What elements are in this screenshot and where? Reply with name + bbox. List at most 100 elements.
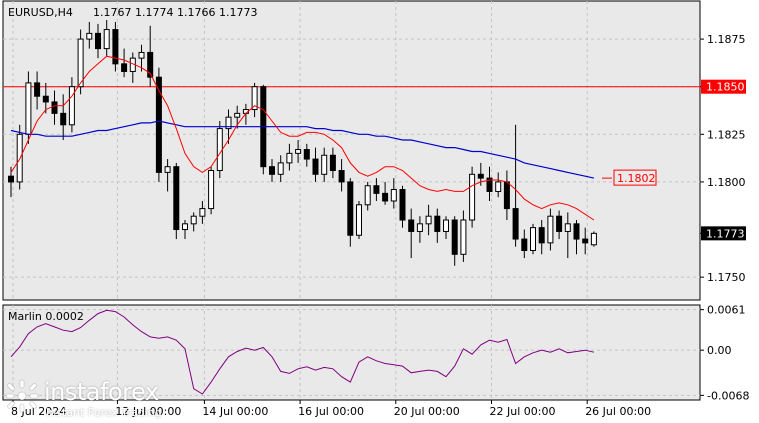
indicator-tick-label: -0.0068 [707, 389, 749, 402]
current-price-label: 1.1773 [706, 227, 745, 240]
bullish-candle-body [164, 166, 171, 173]
bullish-candle-body [208, 169, 215, 210]
bullish-candle-body [321, 154, 328, 175]
bullish-candle-body [216, 128, 223, 171]
bearish-candle-body [147, 51, 154, 78]
price-axis: 1.18751.18501.18251.18001.17501.18501.17… [700, 33, 746, 284]
bullish-candle-body [77, 38, 84, 88]
bullish-candle-body [495, 181, 502, 192]
indicator-tick-label: 0.00 [707, 344, 732, 357]
bullish-candle-body [199, 208, 206, 217]
bullish-candle-body [547, 215, 554, 244]
time-tick-label: 14 Jul 00:00 [202, 405, 268, 418]
bearish-candle-body [573, 223, 580, 240]
resistance-level-badge [701, 79, 746, 94]
time-tick-label: 8 Jul 2024 [11, 405, 66, 418]
horizontal-levels: 1.1802 [3, 86, 700, 186]
bullish-candle-body [530, 227, 536, 251]
bearish-candle-body [503, 181, 510, 210]
current-price-badge [701, 226, 746, 241]
bearish-candle-body [8, 175, 14, 183]
bearish-candle-body [408, 219, 415, 232]
price-tick-label: 1.1750 [707, 271, 746, 284]
bearish-candle-body [312, 158, 319, 175]
bullish-candle-body [425, 215, 432, 225]
bearish-candle-body [155, 76, 162, 173]
bearish-candle-body [34, 82, 41, 97]
bullish-candle-body [590, 232, 597, 246]
bullish-candle-body [25, 82, 32, 135]
bullish-candle-body [251, 86, 258, 111]
bullish-candle-body [234, 112, 241, 118]
bullish-candle-body [356, 204, 362, 236]
bearish-candle-body [121, 63, 128, 72]
bearish-candle-body [269, 166, 275, 175]
watermark-tagline: Instant Forex Trading [46, 406, 162, 419]
bearish-candle-body [303, 149, 310, 160]
price-tick-label: 1.1875 [707, 33, 746, 46]
bullish-candle-body [182, 223, 188, 231]
resistance-level-label: 1.1850 [706, 81, 745, 94]
price-tick-label: 1.1825 [707, 128, 746, 141]
indicator-tick-label: 0.0061 [707, 304, 746, 317]
bullish-candle-body [460, 219, 467, 255]
slow-moving-average-line [10, 120, 595, 179]
price-panel [2, 0, 701, 301]
bullish-candle-body [364, 185, 371, 206]
bearish-candle-body [51, 101, 58, 114]
bullish-candle-body [68, 86, 75, 126]
bearish-candle-body [477, 173, 484, 179]
bullish-candle-body [286, 152, 293, 164]
bullish-candle-body [86, 32, 93, 40]
bearish-candle-body [112, 29, 119, 65]
bearish-candle-body [173, 166, 180, 231]
ohlc-readout: 1.1767 1.1774 1.1766 1.1773 [93, 6, 257, 19]
bearish-candle-body [42, 95, 49, 103]
bearish-candle-body [521, 238, 528, 251]
bearish-candle-body [451, 219, 458, 255]
bullish-candle-body [295, 149, 302, 154]
time-tick-label: 20 Jul 00:00 [394, 405, 460, 418]
instaforex-watermark: instaforex Instant Forex Trading [4, 378, 204, 420]
time-tick-label: 16 Jul 00:00 [298, 405, 364, 418]
bullish-candle-body [390, 189, 397, 202]
bearish-candle-body [486, 177, 493, 192]
bearish-candle-body [373, 185, 380, 194]
bullish-candle-body [225, 116, 232, 130]
bearish-candle-body [60, 112, 67, 126]
bullish-candle-body [443, 219, 449, 232]
bearish-candle-body [434, 215, 441, 232]
time-axis: 8 Jul 2024 12 Jul 00:00 14 Jul 00:00 16 Jul… [11, 400, 651, 418]
price-tick-label: 1.1800 [707, 176, 746, 189]
indicator-panel [2, 304, 701, 401]
marlin-indicator-line [10, 309, 595, 395]
bearish-candle-body [329, 154, 336, 171]
indicator-axis: 0.0061 0.00 -0.0068 [700, 304, 749, 402]
bullish-candle-body [416, 223, 423, 232]
bullish-candle-body [277, 162, 284, 175]
indicator-grid [3, 305, 700, 400]
time-tick-label: 26 Jul 00:00 [585, 405, 651, 418]
fast-moving-average-line [10, 55, 595, 221]
time-tick-label: 22 Jul 00:00 [490, 405, 556, 418]
symbol-title: EURUSD,H4 [8, 6, 73, 19]
bullish-candle-body [564, 223, 571, 232]
time-tick-label: 12 Jul 00:00 [115, 405, 181, 418]
bearish-candle-body [512, 208, 519, 240]
bearish-candle-body [582, 238, 589, 244]
bearish-candle-body [338, 169, 345, 183]
bearish-candle-body [538, 227, 545, 244]
bearish-candle-body [556, 215, 563, 232]
bullish-candle-body [103, 29, 110, 50]
bullish-candle-body [190, 215, 197, 225]
bearish-candle-body [399, 189, 406, 221]
bearish-candle-body [95, 32, 101, 50]
target-label-text: 1.1802 [617, 172, 656, 185]
instaforex-logo-icon [5, 379, 39, 413]
watermark-brand: instaforex [44, 378, 159, 406]
indicator-title: Marlin 0.0002 [8, 310, 84, 323]
bearish-candle-body [347, 181, 354, 236]
bearish-candle-body [382, 192, 389, 202]
bullish-candle-body [469, 173, 476, 221]
target-label-box [613, 169, 657, 186]
